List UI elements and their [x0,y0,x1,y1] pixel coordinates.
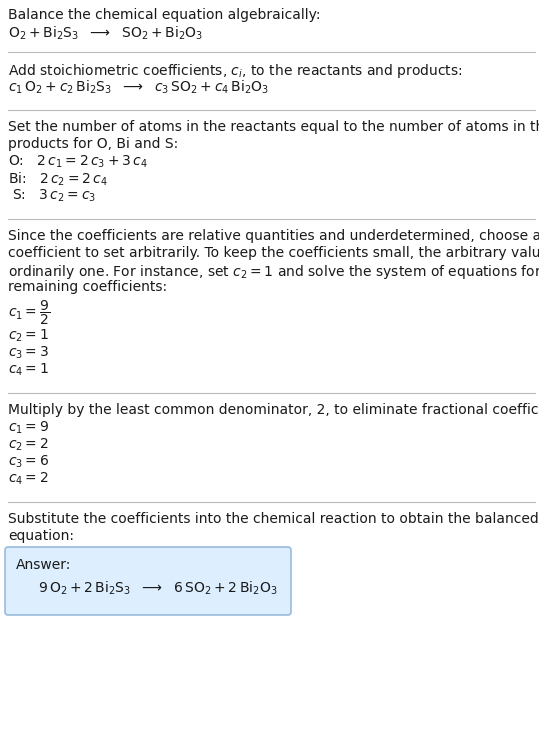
Text: $c_1\,\mathrm{O_2} + c_2\,\mathrm{Bi_2S_3}$  $\longrightarrow$  $c_3\,\mathrm{SO: $c_1\,\mathrm{O_2} + c_2\,\mathrm{Bi_2S_… [8,79,269,96]
Text: remaining coefficients:: remaining coefficients: [8,280,167,294]
Text: $c_2 = 2$: $c_2 = 2$ [8,437,49,453]
Text: coefficient to set arbitrarily. To keep the coefficients small, the arbitrary va: coefficient to set arbitrarily. To keep … [8,246,539,260]
Text: Multiply by the least common denominator, 2, to eliminate fractional coefficient: Multiply by the least common denominator… [8,403,539,417]
Text: S:   $3\,c_2 = c_3$: S: $3\,c_2 = c_3$ [12,188,96,205]
Text: $c_1 = 9$: $c_1 = 9$ [8,420,49,436]
Text: Balance the chemical equation algebraically:: Balance the chemical equation algebraica… [8,8,321,22]
Text: Since the coefficients are relative quantities and underdetermined, choose a: Since the coefficients are relative quan… [8,229,539,243]
Text: $c_2 = 1$: $c_2 = 1$ [8,328,49,344]
Text: ordinarily one. For instance, set $c_2 = 1$ and solve the system of equations fo: ordinarily one. For instance, set $c_2 =… [8,263,539,281]
Text: Add stoichiometric coefficients, $c_i$, to the reactants and products:: Add stoichiometric coefficients, $c_i$, … [8,62,462,80]
Text: O:   $2\,c_1 = 2\,c_3 + 3\,c_4$: O: $2\,c_1 = 2\,c_3 + 3\,c_4$ [8,154,148,171]
Text: $c_3 = 3$: $c_3 = 3$ [8,345,49,362]
Text: $c_1 = \dfrac{9}{2}$: $c_1 = \dfrac{9}{2}$ [8,299,50,327]
Text: products for O, Bi and S:: products for O, Bi and S: [8,137,178,151]
FancyBboxPatch shape [5,547,291,615]
Text: Set the number of atoms in the reactants equal to the number of atoms in the: Set the number of atoms in the reactants… [8,120,539,134]
Text: Bi:   $2\,c_2 = 2\,c_4$: Bi: $2\,c_2 = 2\,c_4$ [8,171,108,189]
Text: Substitute the coefficients into the chemical reaction to obtain the balanced: Substitute the coefficients into the che… [8,512,539,526]
Text: equation:: equation: [8,529,74,543]
Text: $c_4 = 2$: $c_4 = 2$ [8,471,49,487]
Text: $c_3 = 6$: $c_3 = 6$ [8,454,49,471]
Text: $\mathrm{O_2 + Bi_2S_3}$  $\longrightarrow$  $\mathrm{SO_2 + Bi_2O_3}$: $\mathrm{O_2 + Bi_2S_3}$ $\longrightarro… [8,25,203,42]
Text: $c_4 = 1$: $c_4 = 1$ [8,362,49,378]
Text: $9\,\mathrm{O_2} + 2\,\mathrm{Bi_2S_3}$  $\longrightarrow$  $6\,\mathrm{SO_2} + : $9\,\mathrm{O_2} + 2\,\mathrm{Bi_2S_3}$ … [38,580,278,597]
Text: Answer:: Answer: [16,558,71,572]
